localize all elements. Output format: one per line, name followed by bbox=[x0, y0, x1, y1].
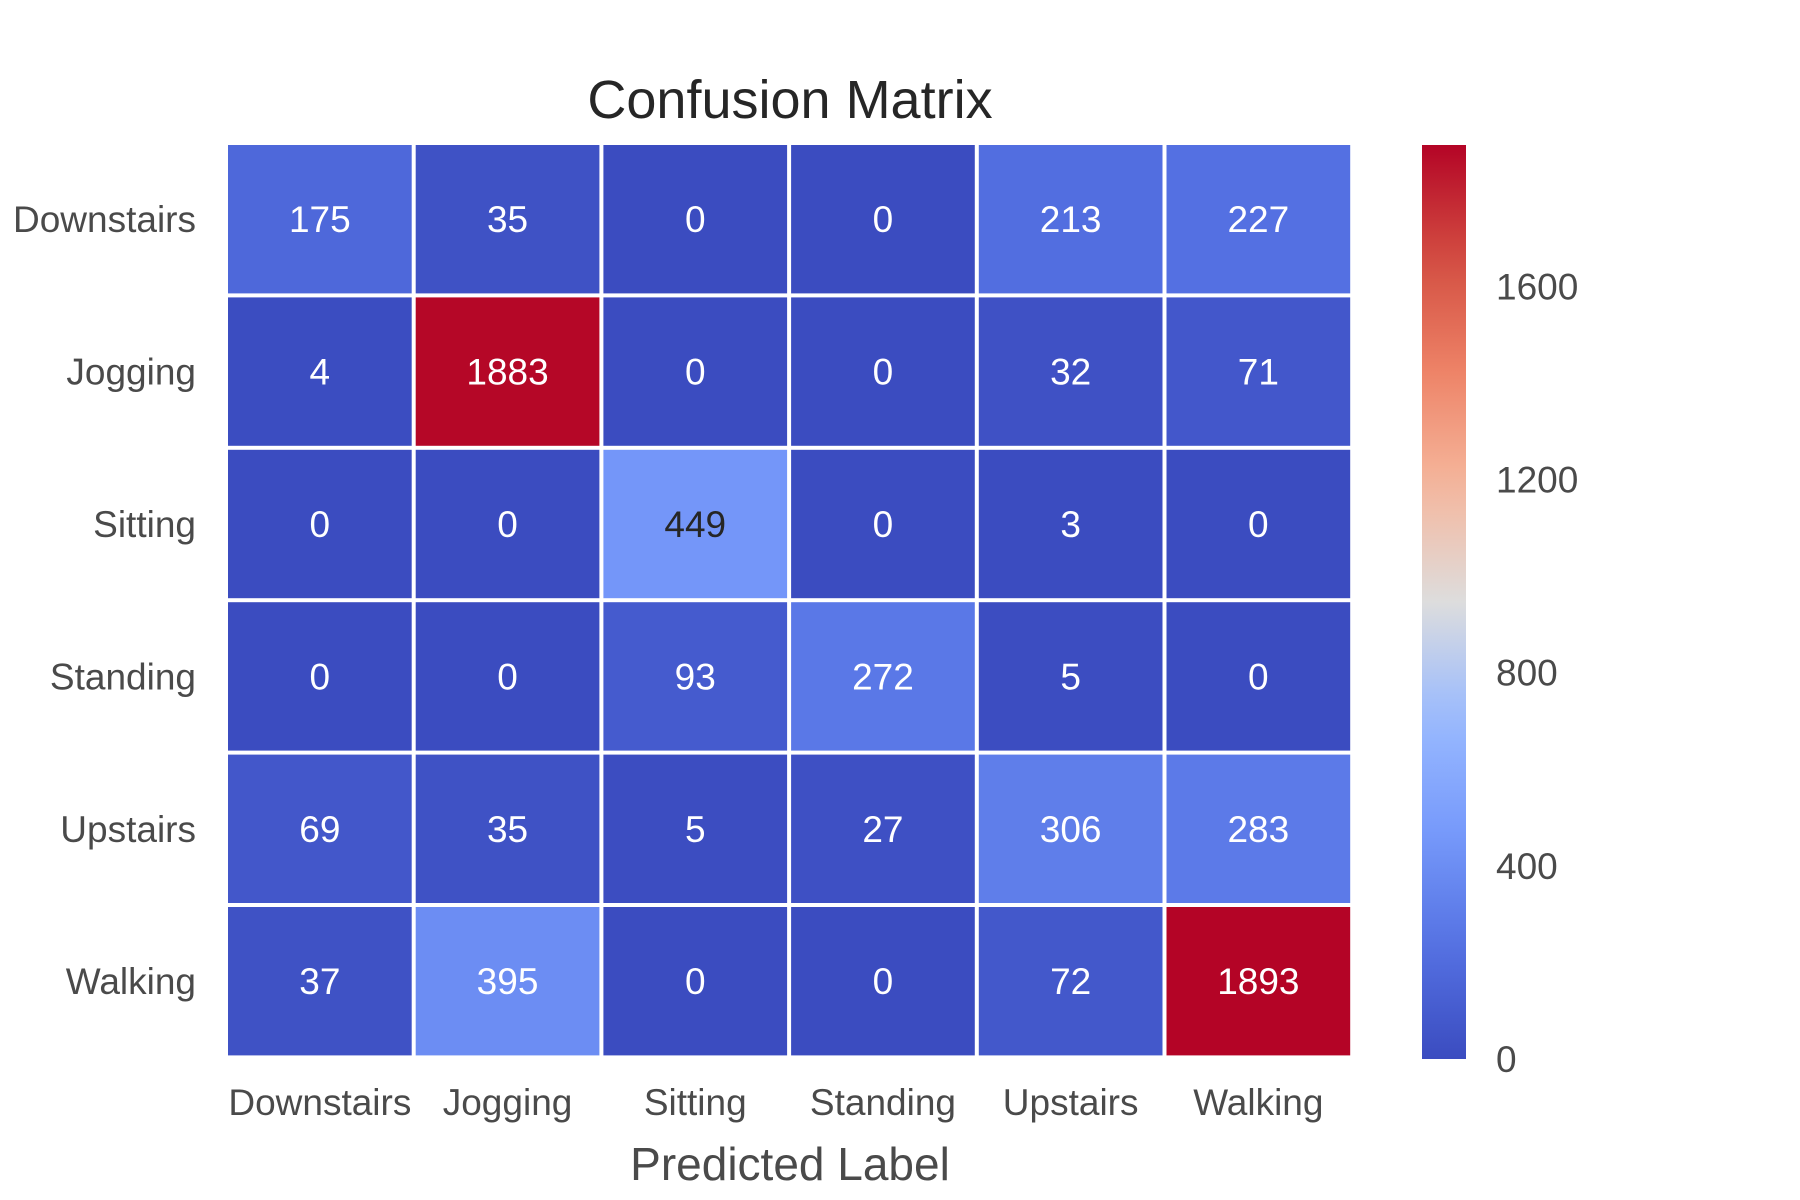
heatmap-cells: 175 35 0 0 213 227 4 1883 0 0 32 71 0 0 449 0 3 0 0 0 93 272 5… bbox=[228, 145, 1351, 1056]
heatmap-cell bbox=[603, 602, 788, 751]
x-tick-labels: Downstairs Jogging Sitting Standing Upstairs… bbox=[228, 1082, 1323, 1123]
heatmap-cell bbox=[1166, 907, 1351, 1056]
heatmap-cell bbox=[228, 907, 412, 1056]
cell-value-label: 0 bbox=[873, 504, 894, 545]
cell-value-label: 35 bbox=[487, 809, 528, 850]
cell-value-label: 175 bbox=[289, 199, 351, 240]
x-tick-label: Sitting bbox=[644, 1082, 747, 1123]
heatmap-cell bbox=[228, 145, 412, 294]
cell-value-label: 93 bbox=[675, 656, 716, 697]
heatmap-cell bbox=[1166, 145, 1351, 294]
x-tick-label: Jogging bbox=[443, 1082, 573, 1123]
heatmap-cell bbox=[415, 754, 600, 903]
cell-value-label: 283 bbox=[1227, 809, 1289, 850]
heatmap-cell bbox=[978, 449, 1163, 599]
cell-value-label: 69 bbox=[299, 809, 340, 850]
cell-value-label: 227 bbox=[1227, 199, 1289, 240]
heatmap-cell bbox=[415, 602, 600, 751]
heatmap-cell bbox=[415, 449, 600, 599]
cell-value-label: 0 bbox=[497, 656, 518, 697]
heatmap-cell bbox=[791, 907, 975, 1056]
heatmap-cell bbox=[791, 297, 975, 446]
heatmap-cell bbox=[603, 449, 788, 599]
x-tick-label: Walking bbox=[1193, 1082, 1323, 1123]
y-tick-label: Upstairs bbox=[60, 809, 196, 850]
heatmap-cell bbox=[978, 145, 1163, 294]
colorbar-tick-label: 800 bbox=[1496, 653, 1558, 694]
cell-value-label: 306 bbox=[1040, 809, 1102, 850]
cell-value-label: 71 bbox=[1238, 352, 1279, 393]
heatmap-cell bbox=[978, 907, 1163, 1056]
cell-value-label: 395 bbox=[477, 961, 539, 1002]
y-tick-label: Jogging bbox=[66, 352, 196, 393]
cell-value-label: 0 bbox=[685, 961, 706, 1002]
colorbar-tick-label: 400 bbox=[1496, 846, 1558, 887]
heatmap-cell bbox=[415, 907, 600, 1056]
heatmap-cell bbox=[228, 602, 412, 751]
cell-value-label: 213 bbox=[1040, 199, 1102, 240]
heatmap-cell bbox=[415, 145, 600, 294]
heatmap-cell bbox=[978, 297, 1163, 446]
cell-value-label: 35 bbox=[487, 199, 528, 240]
colorbar-tick-label: 1200 bbox=[1496, 460, 1578, 501]
heatmap-cell bbox=[228, 754, 412, 903]
x-tick-label: Standing bbox=[810, 1082, 956, 1123]
cell-value-label: 27 bbox=[862, 809, 903, 850]
cell-value-label: 0 bbox=[685, 199, 706, 240]
cell-value-label: 4 bbox=[310, 352, 331, 393]
heatmap-cell bbox=[1166, 449, 1351, 599]
cell-value-label: 0 bbox=[310, 656, 331, 697]
y-tick-label: Sitting bbox=[93, 504, 196, 545]
cell-value-label: 0 bbox=[873, 961, 894, 1002]
cell-value-label: 37 bbox=[299, 961, 340, 1002]
cell-value-label: 1883 bbox=[466, 352, 548, 393]
heatmap-cell bbox=[791, 449, 975, 599]
colorbar-tick-label: 1600 bbox=[1496, 266, 1578, 307]
cell-value-label: 0 bbox=[1248, 504, 1269, 545]
heatmap-cell bbox=[1166, 754, 1351, 903]
colorbar-ticks: 0 400 800 1200 1600 bbox=[1496, 266, 1578, 1080]
y-tick-label: Standing bbox=[50, 656, 196, 697]
heatmap-cell bbox=[1166, 297, 1351, 446]
colorbar-tick-label: 0 bbox=[1496, 1039, 1517, 1080]
cell-value-label: 0 bbox=[1248, 656, 1269, 697]
cell-value-label: 1893 bbox=[1217, 961, 1299, 1002]
x-axis-label: Predicted Label bbox=[630, 1138, 950, 1190]
heatmap-cell bbox=[228, 449, 412, 599]
heatmap-cell bbox=[228, 297, 412, 446]
cell-value-label: 72 bbox=[1050, 961, 1091, 1002]
heatmap-cell bbox=[978, 754, 1163, 903]
cell-value-label: 272 bbox=[852, 656, 914, 697]
cell-value-label: 5 bbox=[1060, 656, 1081, 697]
heatmap-cell bbox=[415, 297, 600, 446]
y-tick-label: Downstairs bbox=[13, 199, 196, 240]
cell-value-label: 0 bbox=[873, 199, 894, 240]
heatmap-cell bbox=[1166, 602, 1351, 751]
heatmap-cell bbox=[603, 754, 788, 903]
colorbar bbox=[1422, 145, 1466, 1059]
heatmap-cell bbox=[791, 754, 975, 903]
y-tick-labels: Downstairs Jogging Sitting Standing Upstairs… bbox=[13, 199, 196, 1002]
cell-value-label: 449 bbox=[664, 504, 726, 545]
chart-title: Confusion Matrix bbox=[587, 70, 992, 130]
heatmap-cell bbox=[791, 602, 975, 751]
x-tick-label: Upstairs bbox=[1003, 1082, 1139, 1123]
heatmap-cell bbox=[791, 145, 975, 294]
cell-value-label: 32 bbox=[1050, 352, 1091, 393]
x-tick-label: Downstairs bbox=[228, 1082, 411, 1123]
cell-value-label: 3 bbox=[1060, 504, 1081, 545]
heatmap-cell bbox=[603, 297, 788, 446]
cell-value-label: 0 bbox=[310, 504, 331, 545]
heatmap-cell bbox=[603, 145, 788, 294]
cell-value-label: 0 bbox=[685, 352, 706, 393]
heatmap-cell bbox=[603, 907, 788, 1056]
cell-value-label: 0 bbox=[873, 352, 894, 393]
y-tick-label: Walking bbox=[66, 961, 196, 1002]
cell-value-label: 5 bbox=[685, 809, 706, 850]
cell-value-label: 0 bbox=[497, 504, 518, 545]
heatmap-cell bbox=[978, 602, 1163, 751]
